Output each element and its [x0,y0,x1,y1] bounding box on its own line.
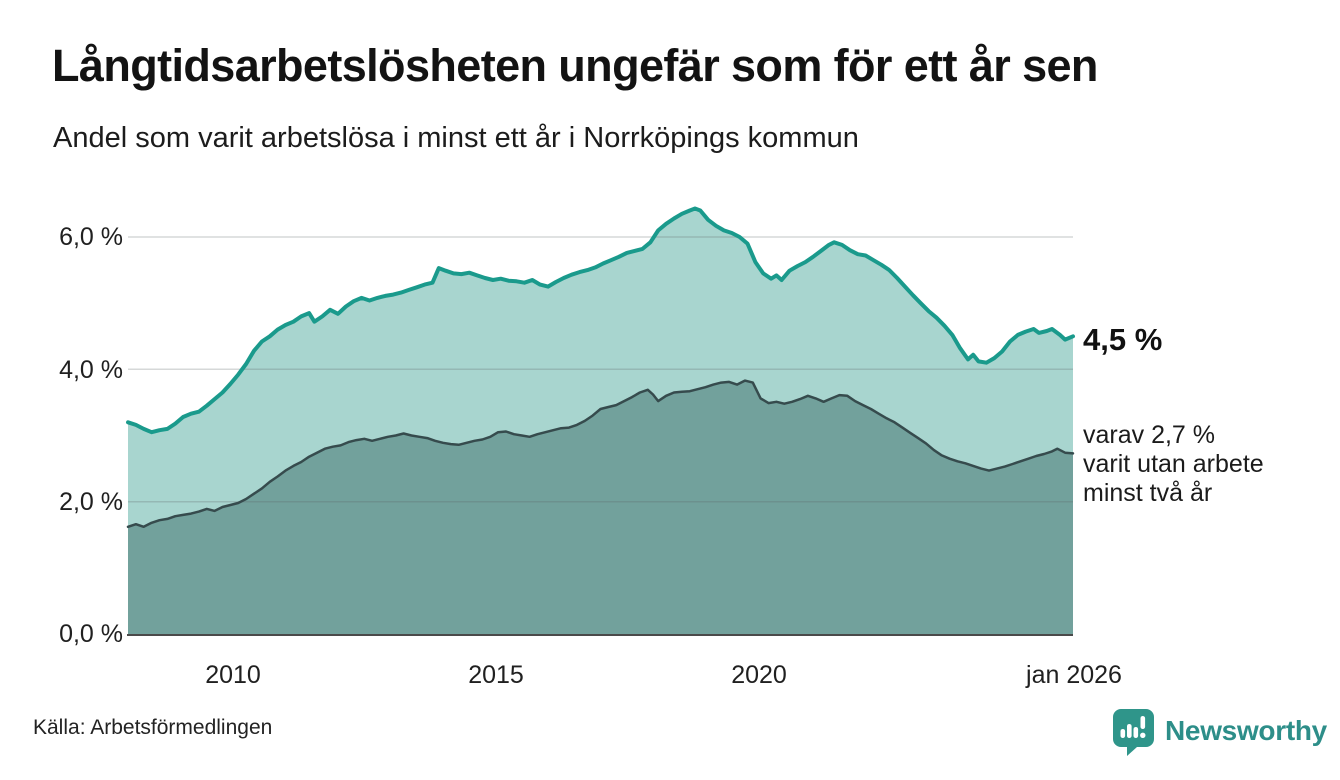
newsworthy-wordmark: Newsworthy [1165,715,1327,746]
newsworthy-logo[interactable]: Newsworthy [1112,708,1327,756]
newsworthy-icon [1113,709,1154,756]
source-note: Källa: Arbetsförmedlingen [33,716,273,739]
series-end-value-label: 4,5 % [1083,322,1163,357]
y-tick-label: 0,0 % [59,620,123,648]
y-tick-label: 6,0 % [59,223,123,251]
x-tick-label: 2020 [731,661,787,689]
x-tick-label: jan 2026 [1026,661,1122,689]
page-title: Långtidsarbetslösheten ungefär som för e… [52,40,1098,91]
chart-subtitle: Andel som varit arbetslösa i minst ett å… [53,122,859,154]
series-secondary-annotation: varav 2,7 % varit utan arbete minst två … [1083,421,1264,507]
y-tick-label: 2,0 % [59,488,123,516]
y-tick-label: 4,0 % [59,356,123,384]
x-tick-label: 2010 [205,661,261,689]
x-tick-label: 2015 [468,661,524,689]
